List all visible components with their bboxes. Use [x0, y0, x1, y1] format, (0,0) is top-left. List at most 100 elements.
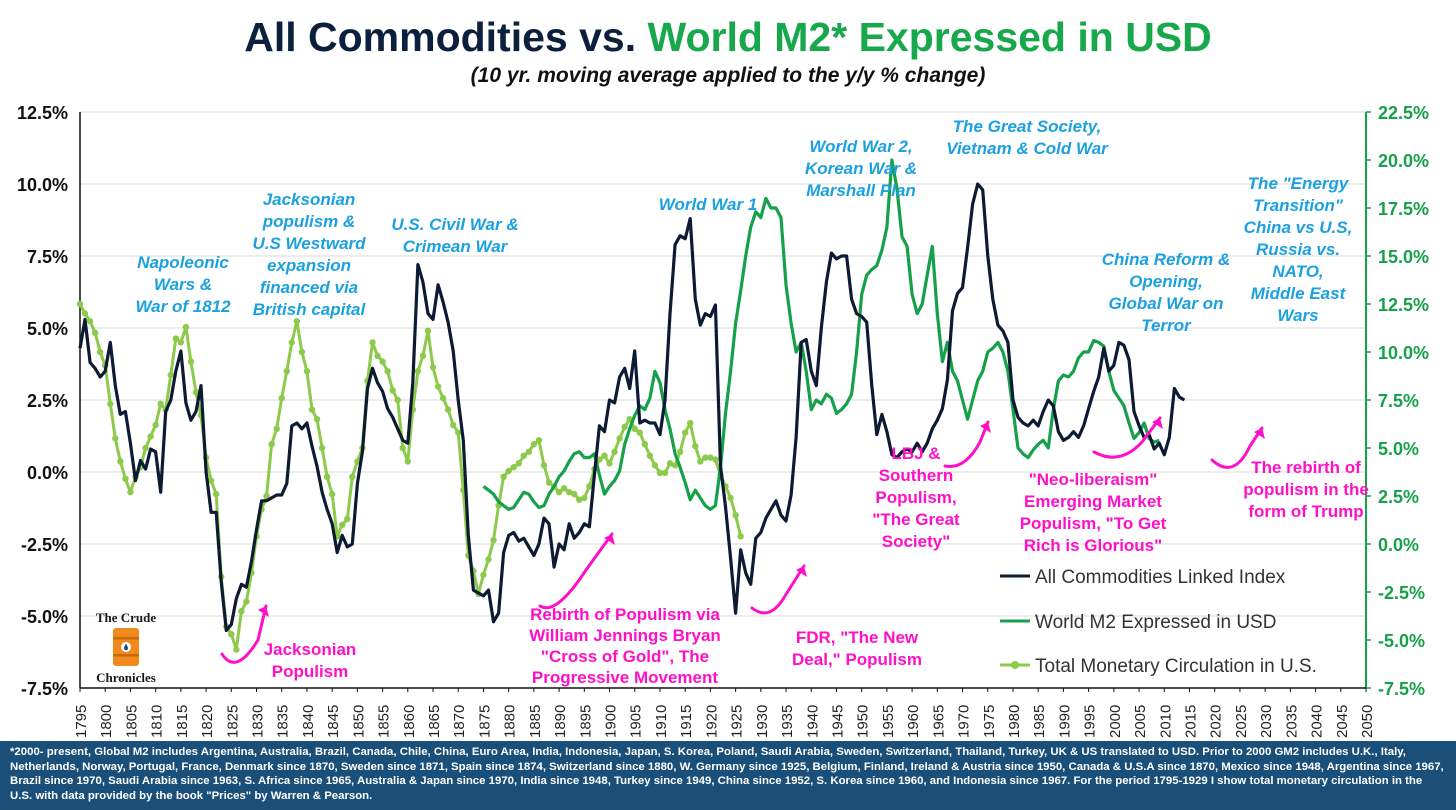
x-tick-label: 1890 [552, 705, 569, 738]
series-point-monetary [737, 533, 744, 540]
annotation-arrow [1210, 426, 1264, 469]
series-point-monetary [344, 515, 351, 523]
annotation-text: Middle East [1251, 284, 1347, 303]
y-right-tick-label: 7.5% [1378, 391, 1419, 411]
x-tick-label: 1820 [199, 705, 216, 738]
x-tick-label: 1910 [653, 705, 670, 738]
series-point-monetary [379, 358, 386, 365]
series-point-monetary [449, 421, 457, 429]
annotation-text: The "Energy [1248, 174, 1350, 193]
annotation-arrowhead [1152, 418, 1163, 429]
x-tick-label: 2000 [1107, 705, 1124, 738]
y-left-tick-label: 0.0% [27, 463, 68, 483]
annotation-text: China vs U.S, [1244, 218, 1353, 237]
x-tick-label: 2005 [1132, 705, 1149, 738]
chart-title-part2: World M2* Expressed in USD [647, 14, 1212, 60]
series-point-monetary [576, 496, 583, 504]
x-tick-label: 2025 [1233, 705, 1250, 738]
annotation-arrowhead [604, 534, 615, 545]
series-point-monetary [107, 400, 114, 408]
y-right-tick-label: 5.0% [1378, 439, 1419, 459]
y-left-tick-label: 12.5% [17, 103, 68, 123]
x-tick-label: 2020 [1208, 705, 1225, 738]
series-line-commodities [78, 182, 1186, 632]
annotation-text: Rebirth of Populism via [530, 605, 720, 624]
series-point-monetary [142, 444, 149, 452]
annotation-text: financed via [260, 278, 358, 297]
annotation-text: NATO, [1272, 262, 1323, 281]
legend-marker-monetary [1011, 661, 1019, 669]
series-point-monetary [671, 462, 679, 469]
series-point-monetary [732, 512, 739, 519]
x-tick-label: 1940 [804, 705, 821, 738]
annotation-text: China Reform & [1102, 250, 1230, 269]
series-point-monetary [434, 383, 442, 390]
y-right-tick-label: 10.0% [1378, 343, 1429, 363]
annotation-arrowhead [796, 566, 807, 577]
y-left-tick-label: 7.5% [27, 247, 68, 267]
series-point-monetary [278, 394, 285, 402]
annotation-text: U.S Westward [252, 234, 366, 253]
annotation-arrow [1092, 416, 1162, 459]
annotation-arrow [538, 532, 614, 610]
x-tick-label: 1985 [1031, 705, 1048, 738]
series-point-monetary [480, 571, 487, 578]
series-point-monetary [374, 352, 381, 360]
y-right-tick-label: 12.5% [1378, 295, 1429, 315]
annotation-text: form of Trump [1248, 502, 1363, 521]
series-point-monetary [167, 371, 174, 379]
annotation-text: Terror [1141, 316, 1192, 335]
series-point-monetary [283, 368, 290, 375]
chart-title: All Commodities vs. World M2* Expressed … [0, 14, 1456, 61]
annotation-text: Napoleonic [137, 253, 229, 272]
annotation-text: Korean War & [805, 159, 917, 178]
annotation-arrowhead [1254, 428, 1265, 439]
series-point-monetary [127, 488, 134, 496]
series-point-monetary [515, 460, 522, 467]
x-tick-label: 1980 [1006, 705, 1023, 738]
series-point-monetary [505, 467, 512, 475]
x-tick-label: 2010 [1157, 705, 1174, 738]
series-point-monetary [263, 492, 270, 500]
annotation-text: "Cross of Gold", The [541, 647, 709, 666]
series-point-monetary [571, 490, 578, 498]
annotation-arrow [943, 420, 990, 468]
logo-line2: Chronicles [96, 670, 156, 685]
series-point-monetary [293, 318, 301, 325]
annotation-text: LBJ & [891, 444, 940, 463]
series-point-monetary [112, 435, 119, 442]
series-point-monetary [207, 477, 215, 484]
series-point-monetary [661, 469, 669, 477]
x-tick-label: 1825 [224, 705, 241, 738]
annotation-text: War of 1812 [135, 297, 231, 316]
x-tick-label: 1875 [476, 705, 493, 738]
series-point-monetary [651, 462, 659, 469]
x-tick-label: 1835 [275, 705, 292, 738]
series-point-monetary [596, 456, 603, 463]
series-point-monetary [535, 437, 543, 444]
annotation-text: World War 2, [809, 137, 912, 156]
series-point-monetary [187, 358, 195, 365]
annotation-text: Global War on [1109, 294, 1224, 313]
series-point-monetary [323, 473, 331, 480]
series-point-monetary [520, 452, 527, 459]
x-tick-label: 1805 [123, 705, 140, 738]
annotation-text: Populism, "To Get [1020, 514, 1167, 533]
series-point-monetary [439, 394, 447, 402]
annotation-text: Transition" [1253, 196, 1344, 215]
series-point-monetary [646, 452, 654, 459]
chart-subtitle: (10 yr. moving average applied to the y/… [470, 64, 986, 87]
series-point-monetary [712, 456, 719, 463]
annotation-text: The rebirth of [1251, 458, 1361, 477]
series-point-monetary [76, 300, 84, 308]
series-point-monetary [91, 329, 99, 336]
series-point-monetary [621, 423, 628, 431]
annotation-text: Wars [1277, 306, 1318, 325]
series-point-monetary [707, 454, 714, 461]
series-point-monetary [455, 429, 462, 436]
series-point-monetary [313, 416, 321, 423]
y-right-tick-label: 22.5% [1378, 103, 1429, 123]
annotation-arrowhead [258, 606, 269, 617]
y-right-tick-label: 15.0% [1378, 247, 1429, 267]
series-point-monetary [303, 368, 311, 375]
